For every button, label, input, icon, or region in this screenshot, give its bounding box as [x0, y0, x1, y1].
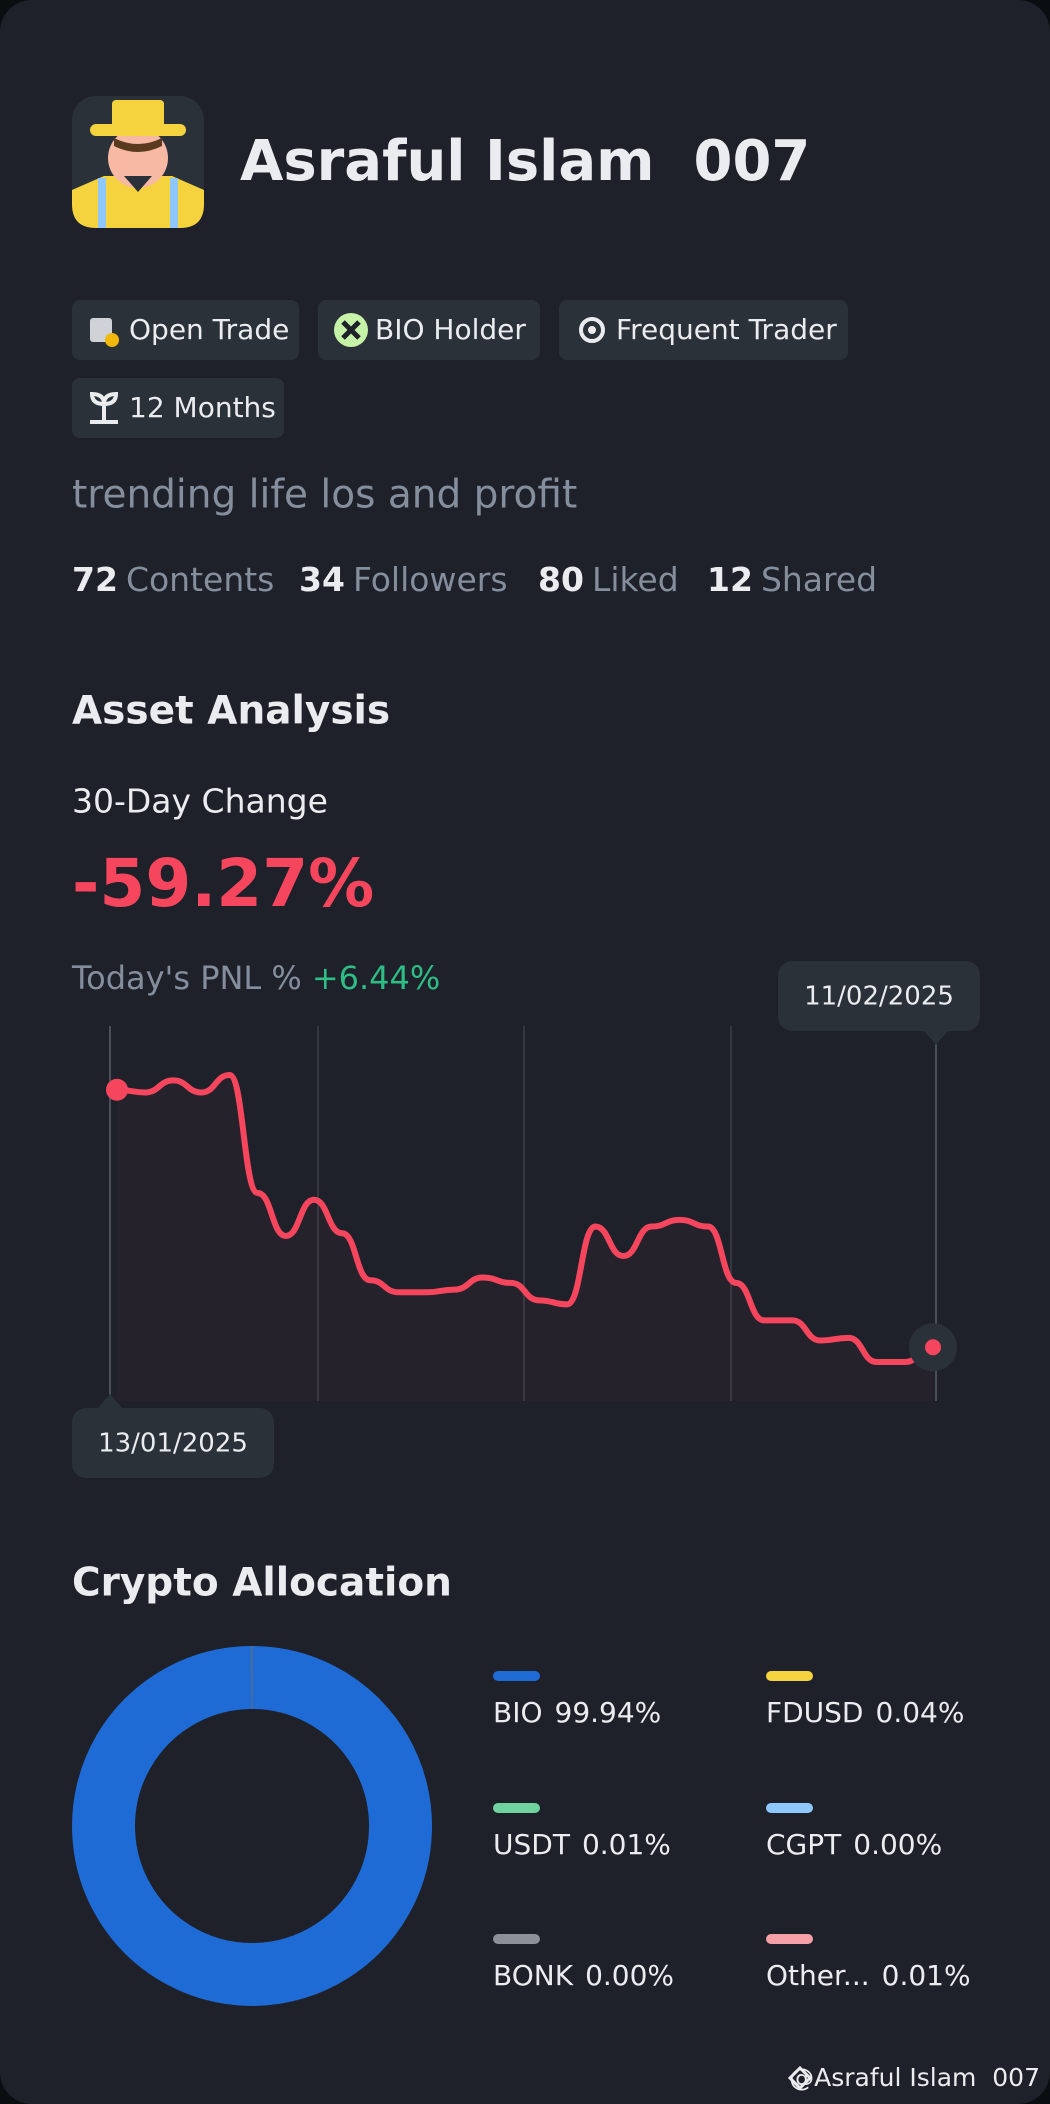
legend-value: 0.00% [853, 1828, 942, 1861]
stat-value: 12 [707, 560, 753, 599]
legend-name: Other... [766, 1959, 870, 1992]
legend-swatch [766, 1671, 813, 1681]
section-title: Asset Analysis [72, 689, 390, 734]
stat: 34 Followers [299, 560, 508, 599]
date-label: 13/01/2025 [98, 1429, 248, 1459]
tag[interactable]: 12 Months [72, 378, 284, 438]
legend-entry: BIO 99.94% [493, 1696, 661, 1729]
tag-label: Open Trade [129, 313, 289, 346]
tag-label: Frequent Trader [616, 313, 837, 346]
legend-entry: USDT 0.01% [493, 1828, 671, 1861]
tag-label: BIO Holder [375, 313, 526, 346]
stat-value: 34 [299, 560, 345, 599]
stat-label: Contents [126, 560, 274, 599]
watermark: @Asraful Islam 007 [787, 2063, 1040, 2092]
legend-name: USDT [493, 1828, 571, 1861]
legend-entry: CGPT 0.00% [766, 1828, 942, 1861]
tag[interactable]: Open Trade [72, 300, 299, 360]
pnl-value: +6.44% [312, 959, 440, 997]
section-title: Crypto Allocation [72, 1561, 452, 1606]
legend-name: FDUSD [766, 1696, 864, 1729]
stat: 72 Contents [72, 560, 274, 599]
avatar [72, 96, 204, 228]
legend-swatch [766, 1803, 813, 1813]
legend-value: 0.01% [582, 1828, 671, 1861]
legend-swatch [493, 1803, 540, 1813]
watermark-text: @Asraful Islam 007 [789, 2063, 1040, 2092]
stat-label: Shared [761, 560, 877, 599]
legend-entry: Other... 0.01% [766, 1959, 971, 1992]
legend-entry: BONK 0.00% [493, 1959, 674, 1992]
stats: 72 Contents 34 Followers 80 Liked 12 Shared [72, 560, 877, 599]
area [117, 1075, 933, 1401]
change-label: 30-Day Change [72, 782, 328, 821]
legend-entry: FDUSD 0.04% [766, 1696, 964, 1729]
stat-value: 72 [72, 560, 118, 599]
tooltip [72, 1408, 274, 1478]
legend-name: CGPT [766, 1828, 842, 1861]
pnl: Today's PNL % +6.44% [71, 959, 440, 997]
legend-value: 99.94% [555, 1696, 662, 1729]
tag[interactable]: BIO Holder [318, 300, 540, 360]
end-dot [925, 1339, 941, 1356]
tooltip-arrow [98, 1394, 122, 1408]
legend-value: 0.04% [876, 1696, 965, 1729]
stat-label: Liked [592, 560, 679, 599]
legend-value: 0.01% [882, 1959, 971, 1992]
donut-segment [71, 1646, 432, 2006]
start-dot [106, 1078, 128, 1101]
line [116, 1072, 934, 1365]
legend-swatch [493, 1934, 540, 1944]
legend-value: 0.00% [585, 1959, 674, 1992]
legend-name: BIO [493, 1696, 543, 1729]
tag[interactable]: Frequent Trader [559, 300, 848, 360]
legend-name: BONK [493, 1959, 574, 1992]
legend-swatch [766, 1934, 813, 1944]
tooltip-arrow [924, 1031, 948, 1045]
donut-chart: BIO 99.94% FDUSD 0.04%USDT 0.01% CGPT 0.00%BON… [71, 1645, 971, 2006]
stat-label: Followers [353, 560, 508, 599]
bio: trending life los and profit [72, 473, 577, 518]
date-label: 11/02/2025 [804, 982, 954, 1012]
line-chart: 13/01/2025 11/02/2025 [72, 961, 980, 1478]
change-value: -59.27% [72, 845, 374, 922]
user-name: Asraful Islam 007 [240, 129, 810, 194]
tooltip [778, 961, 980, 1031]
pnl-label: Today's PNL % [71, 959, 302, 997]
stat: 12 Shared [707, 560, 877, 599]
stat: 80 Liked [538, 560, 679, 599]
legend-swatch [493, 1671, 540, 1681]
tag-label: 12 Months [129, 391, 276, 424]
stat-value: 80 [538, 560, 584, 599]
